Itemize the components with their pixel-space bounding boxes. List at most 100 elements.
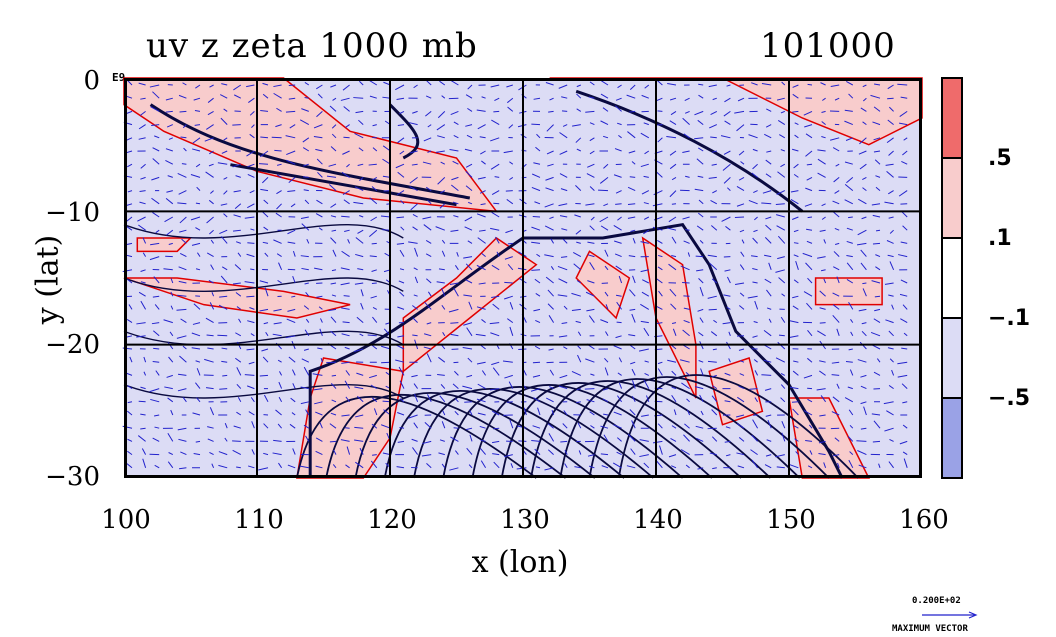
- wind-vector: [778, 277, 786, 284]
- wind-vector: [343, 295, 350, 297]
- wind-vector: [304, 97, 309, 99]
- wind-vector: [152, 437, 160, 442]
- wind-vector: [739, 264, 745, 271]
- wind-vector: [836, 383, 840, 389]
- wind-vector: [273, 308, 282, 312]
- wind-vector: [210, 264, 215, 271]
- wind-vector: [137, 216, 146, 222]
- wind-vector: [408, 241, 418, 244]
- wind-vector: [248, 97, 255, 103]
- wind-vector: [155, 229, 160, 234]
- wind-vector: [176, 308, 187, 311]
- wind-vector: [491, 410, 500, 416]
- wind-vector: [412, 110, 418, 114]
- wind-vector: [886, 137, 894, 144]
- wind-vector: [397, 171, 405, 178]
- wind-vector: [903, 332, 908, 337]
- wind-vector: [196, 186, 201, 191]
- wind-vector: [586, 173, 595, 178]
- wind-vector: [832, 147, 840, 152]
- wind-vector: [736, 414, 745, 418]
- wind-vector: [204, 137, 214, 142]
- wind-vector: [341, 250, 350, 258]
- wind-vector: [806, 163, 813, 166]
- wind-vector: [369, 255, 377, 258]
- wind-vector: [263, 226, 269, 231]
- wind-vector: [818, 440, 826, 444]
- coastline-contour: [388, 103, 420, 160]
- wind-vector: [781, 420, 786, 429]
- wind-vector: [168, 137, 173, 140]
- wind-vector: [847, 436, 854, 442]
- wind-vector: [510, 463, 514, 468]
- wind-vector: [614, 253, 622, 258]
- wind-vector: [126, 163, 133, 168]
- wind-vector: [778, 334, 785, 337]
- wind-vector: [450, 229, 459, 232]
- wind-vector: [776, 225, 786, 231]
- wind-vector: [656, 460, 663, 469]
- wind-vector: [874, 295, 881, 298]
- wind-vector: [504, 281, 513, 284]
- wind-vector: [277, 163, 282, 166]
- wind-vector: [491, 190, 500, 195]
- wind-vector: [313, 135, 323, 139]
- wind-vector: [848, 301, 854, 310]
- wind-vector: [599, 216, 609, 223]
- wind-vector: [300, 216, 309, 220]
- wind-vector: [535, 146, 541, 152]
- wind-vector: [618, 134, 622, 139]
- wind-vector: [891, 304, 895, 310]
- wind-vector: [626, 94, 636, 99]
- wind-vector: [347, 239, 351, 244]
- wind-vector: [754, 397, 759, 403]
- wind-vector: [603, 434, 609, 442]
- wind-vector: [694, 137, 704, 140]
- wind-vector: [250, 397, 255, 403]
- wind-vector: [723, 177, 731, 184]
- wind-vector: [155, 370, 160, 376]
- wind-vector: [683, 133, 690, 139]
- wind-vector: [819, 322, 826, 324]
- wind-vector: [182, 124, 187, 129]
- wind-vector: [450, 110, 459, 116]
- wind-vector: [221, 360, 228, 363]
- wind-vector: [381, 345, 391, 350]
- wind-vector: [546, 397, 554, 403]
- wind-vector: [639, 454, 649, 458]
- wind-vector: [652, 226, 663, 231]
- wind-vector: [343, 106, 350, 112]
- wind-vector: [193, 303, 201, 310]
- wind-vector: [725, 454, 731, 457]
- wind-vector: [898, 254, 908, 258]
- wind-vector: [763, 359, 772, 363]
- wind-vector: [563, 346, 568, 350]
- wind-vector: [587, 454, 595, 457]
- wind-vector: [340, 282, 350, 286]
- wind-vector: [576, 280, 582, 284]
- wind-vector: [560, 440, 568, 443]
- wind-vector: [615, 97, 622, 101]
- wind-vector: [858, 464, 867, 469]
- wind-vector: [764, 133, 772, 139]
- wind-vector: [761, 202, 772, 205]
- wind-vector: [209, 407, 215, 416]
- wind-vector: [832, 292, 840, 297]
- wind-vector: [643, 462, 650, 469]
- wind-vector: [224, 437, 228, 442]
- wind-vector: [182, 345, 187, 350]
- colorbar-segment: [941, 157, 963, 239]
- wind-vector: [506, 84, 513, 88]
- wind-vector: [165, 197, 174, 205]
- wind-vector: [276, 174, 282, 178]
- wind-vector: [292, 448, 296, 455]
- wind-vector: [340, 97, 350, 101]
- wind-vector: [408, 122, 418, 126]
- wind-vector: [178, 280, 187, 284]
- wind-vector: [462, 385, 473, 390]
- wind-vector: [380, 424, 391, 429]
- wind-vector: [834, 242, 840, 246]
- wind-vector: [738, 437, 745, 442]
- wind-vector: [562, 238, 568, 244]
- wind-vector: [630, 361, 636, 365]
